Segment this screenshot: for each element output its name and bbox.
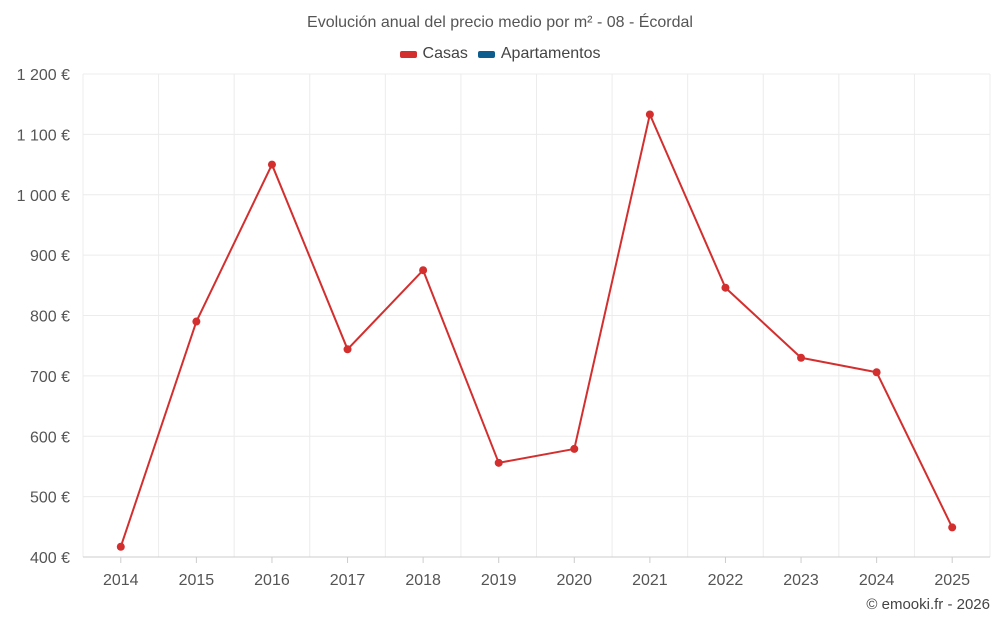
x-tick-label: 2023	[783, 572, 819, 589]
y-tick-label: 800 €	[30, 309, 70, 326]
data-point-casas	[192, 317, 201, 326]
credit-text: © emooki.fr - 2026	[866, 596, 990, 613]
legend-swatch-apartamentos	[477, 50, 495, 58]
series-line-casas	[119, 113, 954, 548]
legend-item-casas[interactable]: Casas	[399, 45, 468, 63]
legend-swatch-casas	[399, 50, 417, 58]
data-point-casas	[721, 283, 730, 292]
data-point-casas	[267, 160, 276, 169]
data-point-casas	[494, 458, 503, 467]
x-tick-label: 2017	[330, 572, 366, 589]
y-tick-label: 500 €	[30, 490, 70, 507]
x-tick-label: 2022	[708, 572, 744, 589]
data-point-casas	[570, 444, 579, 453]
x-tick-label: 2025	[934, 572, 970, 589]
x-tick-label: 2019	[481, 572, 517, 589]
data-point-casas	[645, 110, 654, 119]
data-point-casas	[872, 368, 881, 377]
y-tick-label: 1 100 €	[17, 127, 70, 144]
x-tick-label: 2016	[254, 572, 290, 589]
y-tick-label: 1 200 €	[17, 67, 70, 84]
x-tick-label: 2015	[179, 572, 215, 589]
x-tick-label: 2014	[103, 572, 139, 589]
data-point-casas	[116, 542, 125, 551]
y-tick-label: 600 €	[30, 429, 70, 446]
data-point-casas	[948, 523, 957, 532]
data-point-casas	[343, 345, 352, 354]
y-tick-label: 900 €	[30, 248, 70, 265]
data-point-casas	[797, 353, 806, 362]
legend-label-apartamentos: Apartamentos	[500, 45, 601, 62]
chart-legend: Casas Apartamentos	[0, 45, 1000, 63]
data-point-casas	[419, 266, 428, 275]
x-tick-label: 2024	[859, 572, 895, 589]
y-tick-label: 700 €	[30, 369, 70, 386]
x-tick-label: 2020	[556, 572, 592, 589]
x-tick-label: 2021	[632, 572, 668, 589]
x-tick-label: 2018	[405, 572, 441, 589]
y-tick-label: 1 000 €	[17, 188, 70, 205]
chart-title: Evolución anual del precio medio por m² …	[307, 14, 693, 31]
legend-label-casas: Casas	[422, 45, 468, 62]
y-tick-label: 400 €	[30, 550, 70, 567]
legend-item-apartamentos[interactable]: Apartamentos	[477, 45, 601, 63]
